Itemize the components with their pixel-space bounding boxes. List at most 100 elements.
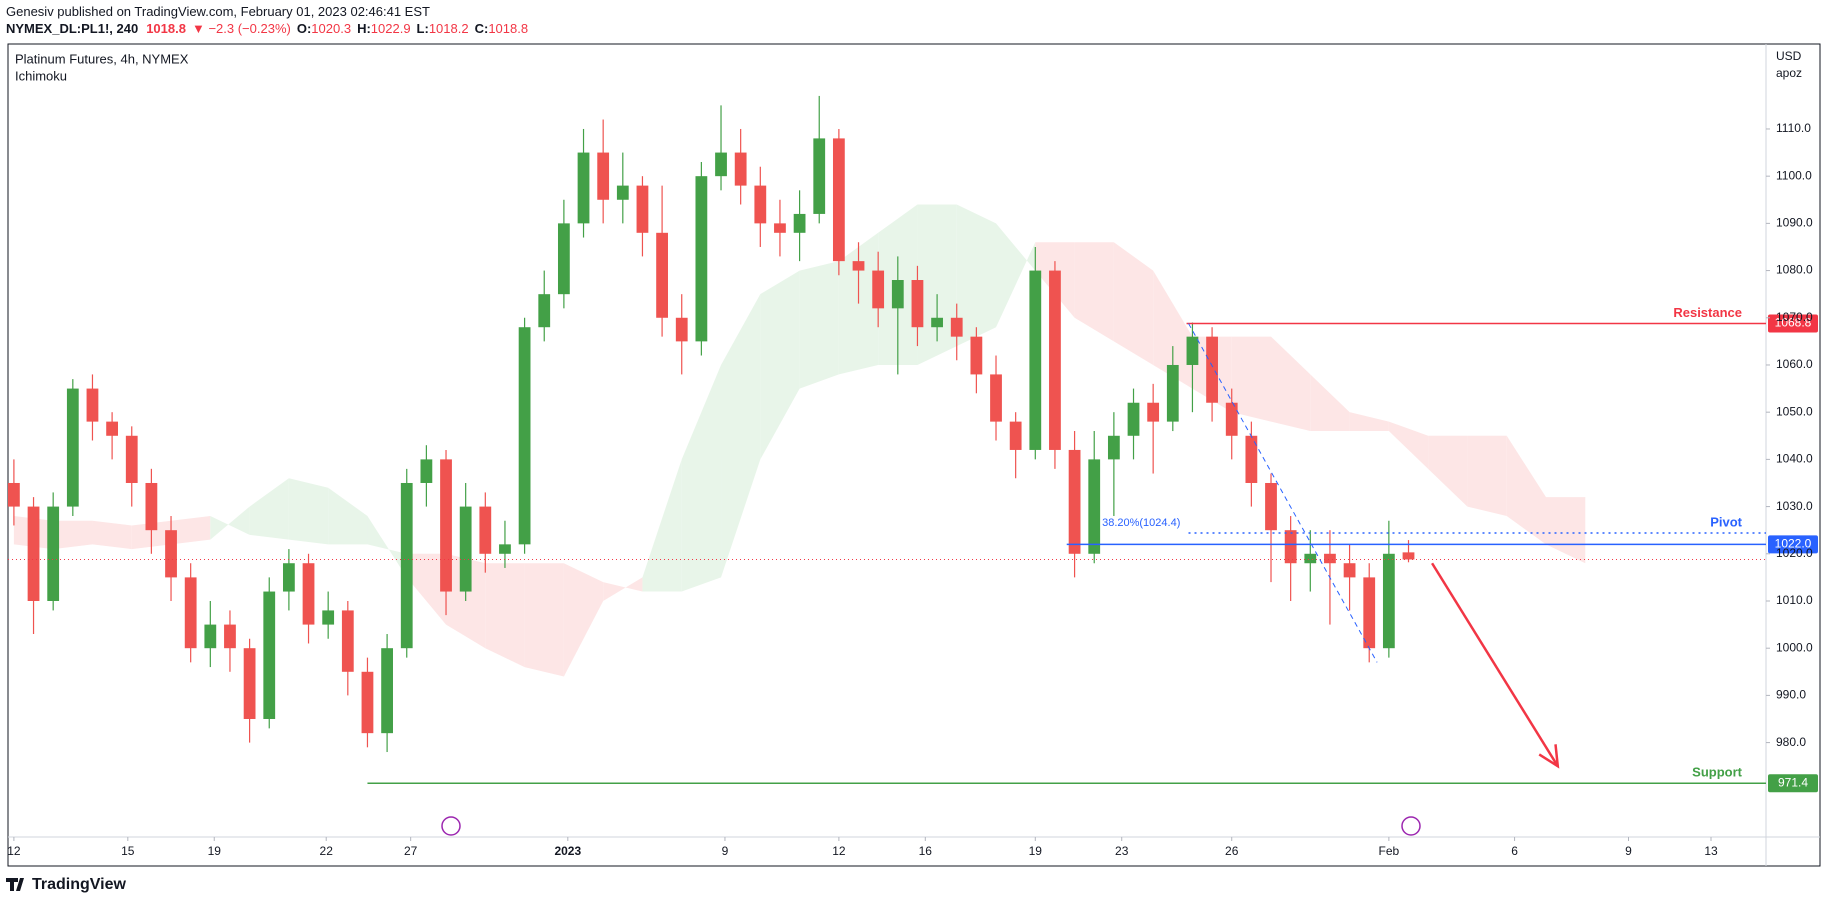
x-tick-label: 13 — [1704, 844, 1718, 858]
cloud-segment — [681, 364, 722, 592]
candle-body — [1127, 402, 1140, 436]
candle-body — [774, 223, 786, 233]
cloud-segment — [92, 520, 132, 550]
candle-body — [1206, 336, 1218, 403]
symbol: NYMEX_DL:PL1!, 240 — [6, 21, 138, 36]
y-tick-label: 1100.0 — [1776, 168, 1812, 182]
x-tick-label: 27 — [404, 844, 418, 858]
candle-body — [695, 176, 708, 342]
cloud-segment — [1231, 336, 1272, 422]
resistance-label: Resistance — [1673, 305, 1742, 320]
fib-label: 38.20%(1024.4) — [1102, 517, 1180, 529]
x-tick-label: 26 — [1225, 844, 1239, 858]
cloud-segment — [1388, 421, 1429, 469]
candle-body — [27, 506, 40, 601]
candle-body — [125, 435, 138, 483]
cloud-segment — [171, 516, 211, 545]
last-price: 1018.8 — [146, 21, 186, 36]
x-tick-label: 2023 — [554, 844, 581, 858]
candle-body — [204, 624, 217, 649]
candle-body — [1029, 270, 1042, 450]
cloud-segment — [210, 506, 250, 540]
y-tick-label: 1030.0 — [1776, 499, 1813, 513]
x-tick-label: 15 — [121, 844, 135, 858]
candle-body — [1049, 270, 1061, 450]
candle-body — [459, 506, 472, 592]
cloud-segment — [563, 563, 604, 677]
indicator-name: Ichimoku — [15, 68, 67, 83]
x-tick-label: 9 — [722, 844, 729, 858]
cloud-segment — [642, 459, 682, 592]
x-tick-label: 6 — [1511, 844, 1518, 858]
candle-body — [636, 185, 649, 233]
cloud-segment — [406, 553, 447, 625]
candle-body — [970, 336, 983, 375]
cloud-segment — [996, 223, 1036, 328]
x-tick-label: 23 — [1115, 844, 1129, 858]
candle-body — [400, 482, 413, 649]
candle-body — [1304, 553, 1317, 564]
candle-body — [499, 544, 511, 554]
cloud-segment — [760, 270, 800, 460]
candle-body — [479, 506, 492, 554]
candle-body — [420, 459, 433, 483]
candle-body — [990, 374, 1002, 422]
candle-body — [224, 624, 236, 649]
candle-body — [950, 317, 963, 337]
arrow-head — [1538, 744, 1560, 769]
currency: USD — [1776, 49, 1802, 63]
candle-body — [1265, 482, 1277, 531]
candle-body — [1324, 553, 1336, 564]
candle-body — [1284, 530, 1297, 564]
cloud-segment — [917, 204, 957, 365]
cloud-segment — [1153, 270, 1193, 389]
cloud-segment — [53, 520, 93, 550]
candle-body — [381, 648, 393, 734]
candle-body — [1147, 402, 1160, 422]
cloud-segment — [524, 563, 564, 677]
ohlc-label: O: — [297, 21, 311, 36]
candle-body — [302, 563, 315, 625]
candle-body — [656, 232, 668, 318]
arrow-shaft — [1431, 562, 1559, 767]
price-change: ▼ −2.3 (−0.23%) — [192, 21, 291, 36]
candle-body — [715, 152, 727, 177]
y-tick-label: 980.0 — [1776, 735, 1806, 749]
resistance-price-box — [1768, 314, 1818, 333]
candle-body — [184, 577, 197, 649]
x-tick-label: 16 — [919, 844, 933, 858]
cloud-segment — [799, 261, 839, 389]
y-tick-label: 1050.0 — [1776, 404, 1813, 418]
candle-body — [911, 280, 924, 328]
ohlc-label: H: — [357, 21, 371, 36]
event-icon[interactable] — [1401, 816, 1421, 836]
candle-body — [734, 152, 747, 186]
candle-body — [577, 152, 590, 224]
ohlc-value: 1020.3 — [311, 21, 351, 36]
y-tick-label: 1070.0 — [1776, 310, 1813, 324]
candle-body — [361, 671, 374, 734]
candle-body — [891, 280, 904, 309]
candle-body — [66, 388, 79, 507]
candle-body — [518, 327, 531, 545]
overlay: Resistance 1068.8 Support 971.4 Pivot 1022.0 3… — [367, 305, 1818, 793]
candle-body — [931, 317, 943, 328]
cloud-segment — [1271, 336, 1311, 432]
publisher-text: Genesiv published on TradingView.com, Fe… — [6, 4, 430, 19]
cloud-segment — [1349, 412, 1389, 432]
candle-body — [1382, 553, 1395, 649]
cloud-segment — [1074, 242, 1114, 342]
candle-body — [322, 610, 335, 625]
ohlc-label: L: — [417, 21, 429, 36]
candle-body — [263, 591, 276, 719]
brand: TradingView — [32, 876, 127, 893]
event-icon[interactable] — [441, 816, 461, 836]
x-tick-label: Feb — [1379, 844, 1400, 858]
cloud-segment — [721, 294, 761, 578]
candle-body — [1363, 577, 1376, 649]
candle-body — [341, 610, 354, 672]
candle-body — [165, 530, 177, 578]
ohlc-value: 1018.8 — [488, 21, 528, 36]
